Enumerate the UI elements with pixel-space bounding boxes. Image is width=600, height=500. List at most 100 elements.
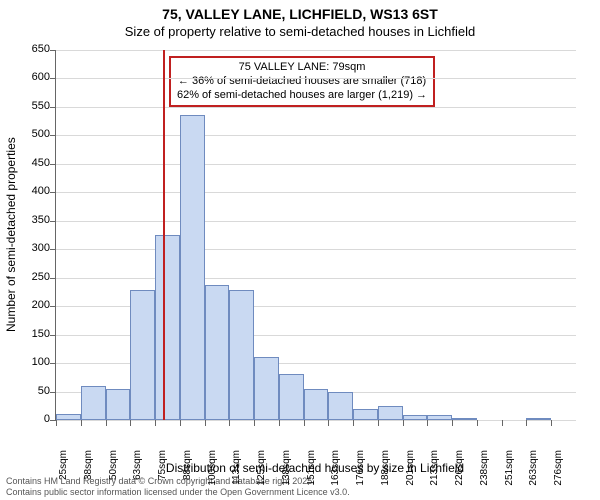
y-tick (50, 363, 56, 364)
x-tick (229, 420, 230, 426)
gridline (56, 192, 576, 193)
histogram-bar (403, 415, 428, 420)
histogram-bar (328, 392, 353, 420)
y-tick (50, 306, 56, 307)
y-tick (50, 50, 56, 51)
x-tick-label: 113sqm (231, 450, 242, 490)
gridline (56, 135, 576, 136)
gridline (56, 78, 576, 79)
x-tick (130, 420, 131, 426)
x-tick-label: 50sqm (108, 450, 119, 490)
histogram-bar (81, 386, 106, 420)
y-tick (50, 164, 56, 165)
y-tick (50, 78, 56, 79)
histogram-bar (155, 235, 180, 420)
x-tick-label: 88sqm (182, 450, 193, 490)
y-tick-label: 200 (10, 299, 50, 311)
plot-area: 75 VALLEY LANE: 79sqm ← 36% of semi-deta… (55, 50, 576, 421)
x-tick-label: 188sqm (380, 450, 391, 490)
histogram-bar (180, 115, 205, 420)
x-tick-label: 38sqm (83, 450, 94, 490)
annotation-box: 75 VALLEY LANE: 79sqm ← 36% of semi-deta… (169, 56, 435, 107)
y-tick-label: 300 (10, 242, 50, 254)
y-tick-label: 50 (10, 385, 50, 397)
histogram-bar (452, 418, 477, 420)
x-tick-label: 25sqm (58, 450, 69, 490)
x-tick (205, 420, 206, 426)
x-tick (106, 420, 107, 426)
y-tick (50, 135, 56, 136)
x-tick (180, 420, 181, 426)
x-tick-label: 151sqm (306, 450, 317, 490)
gridline (56, 420, 576, 421)
x-tick-label: 125sqm (256, 450, 267, 490)
x-tick (477, 420, 478, 426)
x-tick (452, 420, 453, 426)
x-tick (328, 420, 329, 426)
y-tick (50, 335, 56, 336)
x-tick (427, 420, 428, 426)
y-tick (50, 107, 56, 108)
x-tick-label: 100sqm (207, 450, 218, 490)
histogram-bar (130, 290, 155, 420)
y-tick-label: 0 (10, 413, 50, 425)
chart-title: 75, VALLEY LANE, LICHFIELD, WS13 6ST (0, 6, 600, 22)
x-tick-label: 201sqm (405, 450, 416, 490)
y-tick-label: 400 (10, 185, 50, 197)
x-tick (403, 420, 404, 426)
y-tick-label: 350 (10, 214, 50, 226)
y-tick-label: 250 (10, 271, 50, 283)
chart-subtitle: Size of property relative to semi-detach… (0, 24, 600, 39)
x-tick-label: 238sqm (479, 450, 490, 490)
x-tick (304, 420, 305, 426)
histogram-bar (254, 357, 279, 420)
gridline (56, 50, 576, 51)
y-tick-label: 450 (10, 157, 50, 169)
y-tick (50, 221, 56, 222)
y-tick-label: 150 (10, 328, 50, 340)
histogram-bar (205, 285, 230, 420)
gridline (56, 278, 576, 279)
histogram-bar (279, 374, 304, 420)
x-tick-label: 163sqm (330, 450, 341, 490)
annotation-line-3: 62% of semi-detached houses are larger (… (177, 89, 427, 103)
x-tick-label: 176sqm (355, 450, 366, 490)
histogram-bar (56, 414, 81, 420)
gridline (56, 249, 576, 250)
y-tick (50, 392, 56, 393)
x-tick (155, 420, 156, 426)
y-tick (50, 249, 56, 250)
chart-container: 75, VALLEY LANE, LICHFIELD, WS13 6ST Siz… (0, 0, 600, 500)
y-tick-label: 100 (10, 356, 50, 368)
x-tick (81, 420, 82, 426)
x-tick (56, 420, 57, 426)
histogram-bar (304, 389, 329, 420)
y-tick (50, 278, 56, 279)
histogram-bar (427, 415, 452, 420)
x-tick-label: 138sqm (281, 450, 292, 490)
x-tick (526, 420, 527, 426)
histogram-bar (526, 418, 551, 420)
x-tick (551, 420, 552, 426)
y-tick (50, 192, 56, 193)
annotation-line-1: 75 VALLEY LANE: 79sqm (177, 61, 427, 75)
y-tick-label: 500 (10, 128, 50, 140)
x-tick (378, 420, 379, 426)
gridline (56, 221, 576, 222)
x-tick-label: 226sqm (454, 450, 465, 490)
x-tick (353, 420, 354, 426)
x-tick (254, 420, 255, 426)
x-tick (502, 420, 503, 426)
x-tick-label: 75sqm (157, 450, 168, 490)
x-tick (279, 420, 280, 426)
histogram-bar (229, 290, 254, 420)
x-tick-label: 251sqm (504, 450, 515, 490)
x-tick-label: 263sqm (528, 450, 539, 490)
y-tick-label: 600 (10, 71, 50, 83)
x-tick-label: 213sqm (429, 450, 440, 490)
gridline (56, 107, 576, 108)
histogram-bar (353, 409, 378, 420)
histogram-bar (378, 406, 403, 420)
histogram-bar (106, 389, 131, 420)
y-tick-label: 650 (10, 43, 50, 55)
